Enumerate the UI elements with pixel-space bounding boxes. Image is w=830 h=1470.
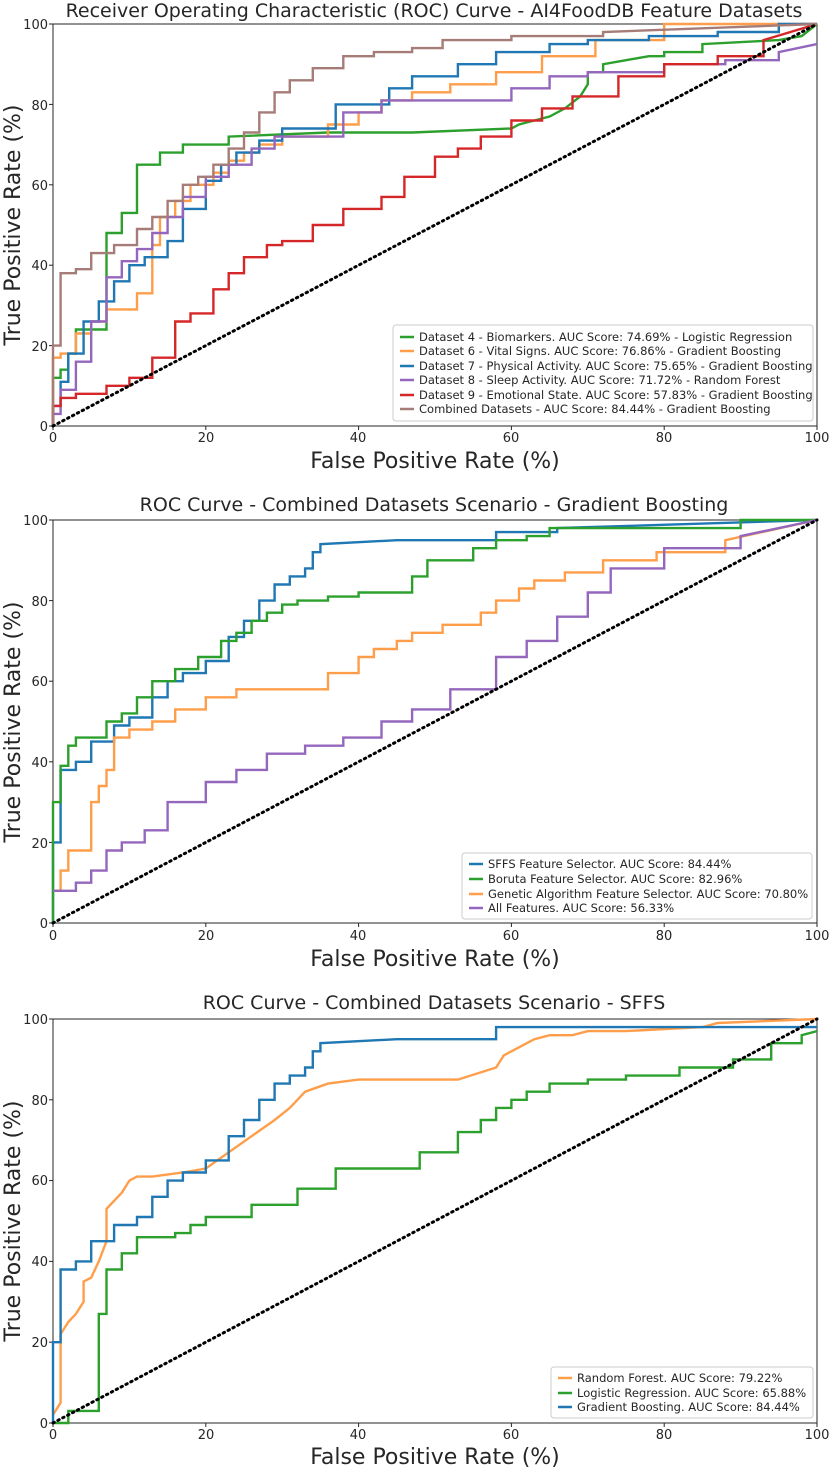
legend-entry: Genetic Algorithm Feature Selector. AUC … bbox=[488, 887, 808, 901]
series-line-5 bbox=[51, 22, 818, 426]
series-line-4 bbox=[51, 42, 818, 426]
chart-panel-1: Receiver Operating Characteristic (ROC) … bbox=[1, 0, 829, 474]
x-tick-label: 80 bbox=[656, 431, 673, 446]
x-tick-label: 0 bbox=[49, 1428, 57, 1443]
chart-title: ROC Curve - Combined Datasets Scenario -… bbox=[140, 494, 729, 516]
chance-diagonal-line bbox=[51, 22, 819, 428]
x-tick-label: 40 bbox=[350, 431, 367, 446]
x-tick-label: 20 bbox=[198, 1428, 215, 1443]
chart-title: ROC Curve - Combined Datasets Scenario -… bbox=[203, 992, 666, 1014]
series-line-4 bbox=[53, 518, 818, 892]
x-tick-label: 0 bbox=[49, 929, 57, 944]
y-tick-label: 100 bbox=[23, 514, 48, 529]
x-tick-label: 60 bbox=[503, 431, 520, 446]
y-tick-label: 0 bbox=[40, 917, 48, 932]
y-tick-label: 0 bbox=[40, 1417, 48, 1432]
series-line-2 bbox=[53, 1029, 818, 1425]
legend-entry: Dataset 7 - Physical Activity. AUC Score… bbox=[419, 359, 813, 373]
y-tick-label: 20 bbox=[31, 340, 48, 355]
y-axis-label: True Positive Rate (%) bbox=[1, 601, 26, 843]
series-line-1 bbox=[51, 1017, 818, 1416]
chance-diagonal-line bbox=[51, 518, 819, 925]
series-line-3 bbox=[53, 518, 818, 892]
legend: SFFS Feature Selector. AUC Score: 84.44%… bbox=[461, 852, 813, 920]
x-axis-label: False Positive Rate (%) bbox=[310, 449, 560, 474]
series-line-6 bbox=[51, 22, 818, 426]
y-tick-label: 0 bbox=[40, 420, 48, 435]
legend-entry: Boruta Feature Selector. AUC Score: 82.9… bbox=[488, 872, 742, 886]
series-layer bbox=[49, 518, 819, 927]
legend-entry: Logistic Regression. AUC Score: 65.88% bbox=[577, 1386, 806, 1400]
y-tick-label: 20 bbox=[31, 1336, 48, 1351]
legend-entry: Dataset 4 - Biomarkers. AUC Score: 74.69… bbox=[419, 330, 792, 344]
y-axis: 0 20 40 60 80 100 True Positive Rate (%) bbox=[1, 18, 48, 435]
chart-title: Receiver Operating Characteristic (ROC) … bbox=[66, 0, 803, 22]
y-tick-label: 80 bbox=[31, 1094, 48, 1109]
x-tick-label: 60 bbox=[503, 929, 520, 944]
chart-panel-3: ROC Curve - Combined Datasets Scenario -… bbox=[1, 992, 829, 1470]
series-layer bbox=[49, 22, 819, 430]
y-axis-label: True Positive Rate (%) bbox=[1, 1100, 26, 1342]
y-tick-label: 100 bbox=[23, 18, 48, 33]
y-tick-label: 80 bbox=[31, 595, 48, 610]
x-tick-label: 100 bbox=[805, 431, 830, 446]
x-tick-label: 100 bbox=[805, 1428, 830, 1443]
series-line-3 bbox=[51, 1025, 817, 1423]
y-tick-label: 60 bbox=[31, 1174, 48, 1189]
y-tick-label: 60 bbox=[31, 675, 48, 690]
y-tick-label: 20 bbox=[31, 837, 48, 852]
x-tick-label: 40 bbox=[350, 929, 367, 944]
series-line-1 bbox=[51, 518, 818, 923]
series-layer bbox=[49, 1017, 819, 1427]
x-axis-label: False Positive Rate (%) bbox=[310, 947, 560, 972]
y-tick-label: 40 bbox=[31, 1255, 48, 1270]
legend-entry: Dataset 6 - Vital Signs. AUC Score: 76.8… bbox=[419, 344, 781, 358]
series-line-3 bbox=[51, 22, 817, 426]
legend: Dataset 4 - Biomarkers. AUC Score: 74.69… bbox=[392, 324, 814, 422]
legend-entry: Gradient Boosting. AUC Score: 84.44% bbox=[577, 1400, 800, 1414]
legend-box bbox=[550, 1366, 814, 1419]
y-axis: 0 20 40 60 80 100 True Positive Rate (%) bbox=[1, 1013, 48, 1432]
y-axis: 0 20 40 60 80 100 True Positive Rate (%) bbox=[1, 514, 48, 932]
legend-entry: All Features. AUC Score: 56.33% bbox=[488, 901, 674, 915]
legend-entry: Dataset 9 - Emotional State. AUC Score: … bbox=[419, 388, 813, 402]
x-axis: 0 20 40 60 80 100 False Positive Rate (%… bbox=[49, 1428, 830, 1470]
legend-box bbox=[461, 852, 813, 920]
plot-area-frame bbox=[52, 519, 818, 924]
legend: Random Forest. AUC Score: 79.22% Logisti… bbox=[550, 1366, 814, 1419]
y-tick-label: 40 bbox=[31, 259, 48, 274]
x-axis: 0 20 40 60 80 100 False Positive Rate (%… bbox=[49, 929, 830, 972]
series-line-2 bbox=[51, 518, 817, 923]
plot-area-frame bbox=[52, 23, 818, 427]
legend-entry: Random Forest. AUC Score: 79.22% bbox=[577, 1371, 783, 1385]
x-tick-label: 40 bbox=[350, 1428, 367, 1443]
x-tick-label: 80 bbox=[656, 929, 673, 944]
chart-panel-2: ROC Curve - Combined Datasets Scenario -… bbox=[1, 494, 829, 972]
chance-diagonal-line bbox=[51, 1017, 819, 1425]
y-axis-label: True Positive Rate (%) bbox=[1, 104, 26, 346]
y-tick-label: 100 bbox=[23, 1013, 48, 1028]
x-tick-label: 100 bbox=[805, 929, 830, 944]
legend-entry: SFFS Feature Selector. AUC Score: 84.44% bbox=[488, 857, 732, 871]
x-tick-label: 20 bbox=[198, 929, 215, 944]
legend-entry: Combined Datasets - AUC Score: 84.44% - … bbox=[419, 402, 771, 416]
x-tick-label: 60 bbox=[503, 1428, 520, 1443]
x-tick-label: 20 bbox=[198, 431, 215, 446]
x-tick-label: 80 bbox=[656, 1428, 673, 1443]
x-tick-label: 0 bbox=[49, 431, 57, 446]
plot-area-frame bbox=[52, 1018, 818, 1424]
y-tick-label: 40 bbox=[31, 756, 48, 771]
x-axis-label: False Positive Rate (%) bbox=[310, 1445, 560, 1470]
y-tick-label: 60 bbox=[31, 179, 48, 194]
y-tick-label: 80 bbox=[31, 99, 48, 114]
legend-box bbox=[392, 324, 814, 422]
x-axis: 0 20 40 60 80 100 False Positive Rate (%… bbox=[49, 431, 830, 474]
legend-entry: Dataset 8 - Sleep Activity. AUC Score: 7… bbox=[419, 373, 781, 387]
